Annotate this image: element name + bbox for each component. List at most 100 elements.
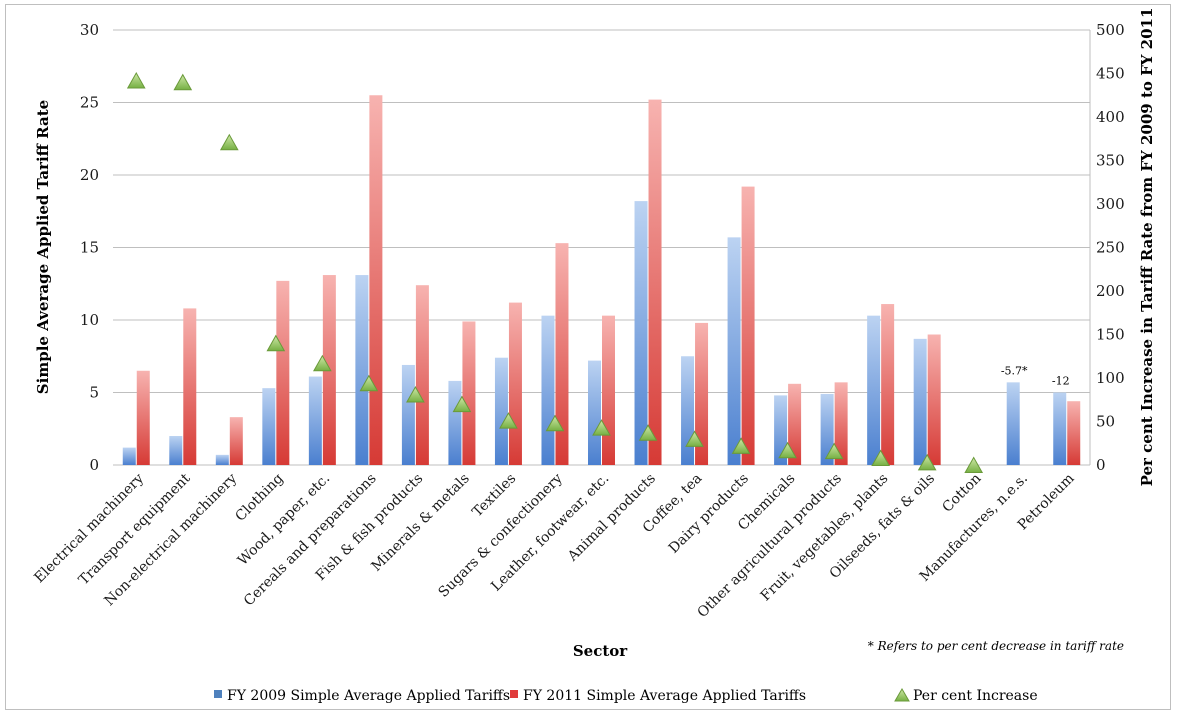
- y-tick-label: 20: [80, 166, 99, 184]
- bar-fy2009-dairy-products: [727, 237, 741, 465]
- bar-fy2009-oilseeds-fats-oils: [913, 338, 927, 465]
- legend-label-fy2009: FY 2009 Simple Average Applied Tariffs: [227, 688, 510, 704]
- bar-fy2009-sugars-confectionery: [541, 315, 555, 465]
- bar-fy2011-non-electrical-machinery: [229, 417, 243, 465]
- category-label-animal-products: Animal products: [564, 471, 659, 566]
- footnote: * Refers to per cent decrease in tariff …: [868, 639, 1124, 653]
- bar-fy2011-other-agricultural-products: [834, 382, 848, 465]
- legend-marker-increase: [894, 688, 910, 702]
- y2-tick-label: 450: [1096, 65, 1125, 83]
- x-axis-title: Sector: [573, 642, 628, 660]
- legend-swatch-fy2011: [510, 690, 518, 698]
- legend-label-fy2011: FY 2011 Simple Average Applied Tariffs: [523, 688, 806, 704]
- marker-increase-fruit-vegetables-plants: [871, 449, 891, 467]
- bar-fy2009-transport-equipment: [169, 436, 183, 465]
- bar-fy2009-animal-products: [634, 201, 648, 465]
- bar-fy2009-fish-fish-products: [401, 364, 415, 465]
- y-tick-label: 15: [80, 239, 99, 257]
- marker-increase-cereals-and-preparations: [359, 374, 379, 392]
- y2-tick-label: 500: [1096, 21, 1125, 39]
- y2-axis-title: Per cent Increase in Tariff Rate from FY…: [1138, 8, 1156, 487]
- bar-fy2009-chemicals: [774, 395, 788, 465]
- bar-fy2011-fish-fish-products: [415, 285, 429, 465]
- marker-increase-transport-equipment: [173, 73, 193, 91]
- category-label-cotton: Cotton: [939, 471, 984, 516]
- data-annotations: -5.7* -12: [1001, 364, 1070, 387]
- y-tick-label: 5: [89, 384, 99, 402]
- bar-fy2009-minerals-metals: [448, 380, 462, 465]
- bar-fy2009-non-electrical-machinery: [215, 454, 229, 465]
- right-axis-ticks: 0 50 100 150 200 250 300 350 400 450 500: [1096, 21, 1125, 474]
- y2-tick-label: 300: [1096, 195, 1125, 213]
- marker-increase-chemicals: [778, 441, 797, 459]
- marker-increase-textiles: [499, 412, 518, 429]
- bar-fy2011-animal-products: [648, 99, 662, 465]
- legend-swatch-fy2009: [214, 690, 222, 698]
- y2-tick-label: 200: [1096, 282, 1125, 300]
- bar-fy2011-cereals-and-preparations: [369, 95, 383, 465]
- annotation-petroleum: -12: [1052, 375, 1070, 388]
- bar-fy2011-minerals-metals: [462, 321, 476, 465]
- y2-tick-label: 0: [1096, 456, 1106, 474]
- bars: [122, 95, 1081, 465]
- bar-fy2009-fruit-vegetables-plants: [867, 315, 881, 465]
- bar-fy2011-oilseeds-fats-oils: [927, 334, 941, 465]
- y2-tick-label: 50: [1096, 413, 1115, 431]
- bar-fy2009-manufactures-n-e-s: [1006, 382, 1020, 465]
- chart-frame: [5, 4, 1171, 710]
- bar-fy2011-transport-equipment: [183, 308, 197, 465]
- marker-increase-electrical-machinery: [126, 71, 146, 89]
- category-label-dairy-products: Dairy products: [666, 471, 752, 557]
- bar-fy2011-dairy-products: [741, 186, 755, 465]
- y-tick-label: 0: [89, 456, 99, 474]
- markers: [126, 71, 984, 473]
- bar-fy2009-coffee-tea: [681, 356, 695, 465]
- bar-fy2011-sugars-confectionery: [555, 243, 569, 465]
- bar-fy2009-petroleum: [1053, 392, 1067, 465]
- bar-fy2009-cereals-and-preparations: [355, 275, 369, 465]
- bar-fy2011-chemicals: [788, 383, 802, 465]
- marker-increase-oilseeds-fats-oils: [917, 453, 937, 471]
- legend: FY 2009 Simple Average Applied Tariffs F…: [214, 688, 1038, 704]
- y2-tick-label: 250: [1096, 239, 1125, 257]
- y2-tick-label: 150: [1096, 326, 1125, 344]
- y-tick-label: 30: [80, 21, 99, 39]
- y-tick-label: 10: [80, 311, 99, 329]
- marker-increase-non-electrical-machinery: [219, 133, 239, 151]
- bar-fy2009-textiles: [494, 357, 508, 465]
- marker-increase-coffee-tea: [685, 430, 704, 447]
- bar-fy2011-clothing: [276, 280, 290, 465]
- legend-label-increase: Per cent Increase: [913, 688, 1038, 704]
- marker-increase-wood-paper-etc: [312, 354, 332, 372]
- bar-fy2009-wood-paper-etc: [308, 376, 322, 465]
- y-axis-title: Simple Average Applied Tariff Rate: [34, 100, 52, 394]
- bar-fy2011-textiles: [508, 302, 522, 465]
- bar-fy2009-clothing: [262, 388, 276, 465]
- marker-increase-other-agricultural-products: [824, 442, 844, 460]
- y-tick-label: 25: [80, 94, 99, 112]
- annotation-manufactures-n-e-s: -5.7*: [1001, 364, 1028, 377]
- marker-increase-sugars-confectionery: [545, 414, 565, 432]
- left-axis-ticks: 0 5 10 15 20 25 30: [80, 21, 99, 474]
- marker-increase-leather-footwear-etc: [592, 419, 611, 436]
- bar-fy2011-coffee-tea: [695, 322, 709, 465]
- marker-increase-animal-products: [638, 424, 658, 441]
- y2-tick-label: 100: [1096, 369, 1125, 387]
- bar-fy2009-electrical-machinery: [122, 447, 136, 465]
- gridlines: [113, 29, 1091, 466]
- marker-increase-fish-fish-products: [406, 386, 425, 403]
- bar-fy2011-petroleum: [1067, 401, 1081, 465]
- y2-tick-label: 350: [1096, 152, 1125, 170]
- bar-fy2011-electrical-machinery: [136, 370, 150, 465]
- bar-fy2009-other-agricultural-products: [820, 393, 834, 465]
- bar-fy2009-leather-footwear-etc: [588, 360, 601, 465]
- bar-fy2011-fruit-vegetables-plants: [881, 304, 895, 465]
- y2-tick-label: 400: [1096, 108, 1125, 126]
- bar-fy2011-leather-footwear-etc: [602, 315, 615, 465]
- marker-increase-dairy-products: [731, 437, 751, 454]
- marker-increase-clothing: [266, 334, 286, 352]
- marker-increase-minerals-metals: [452, 395, 472, 413]
- marker-increase-cotton: [964, 456, 984, 473]
